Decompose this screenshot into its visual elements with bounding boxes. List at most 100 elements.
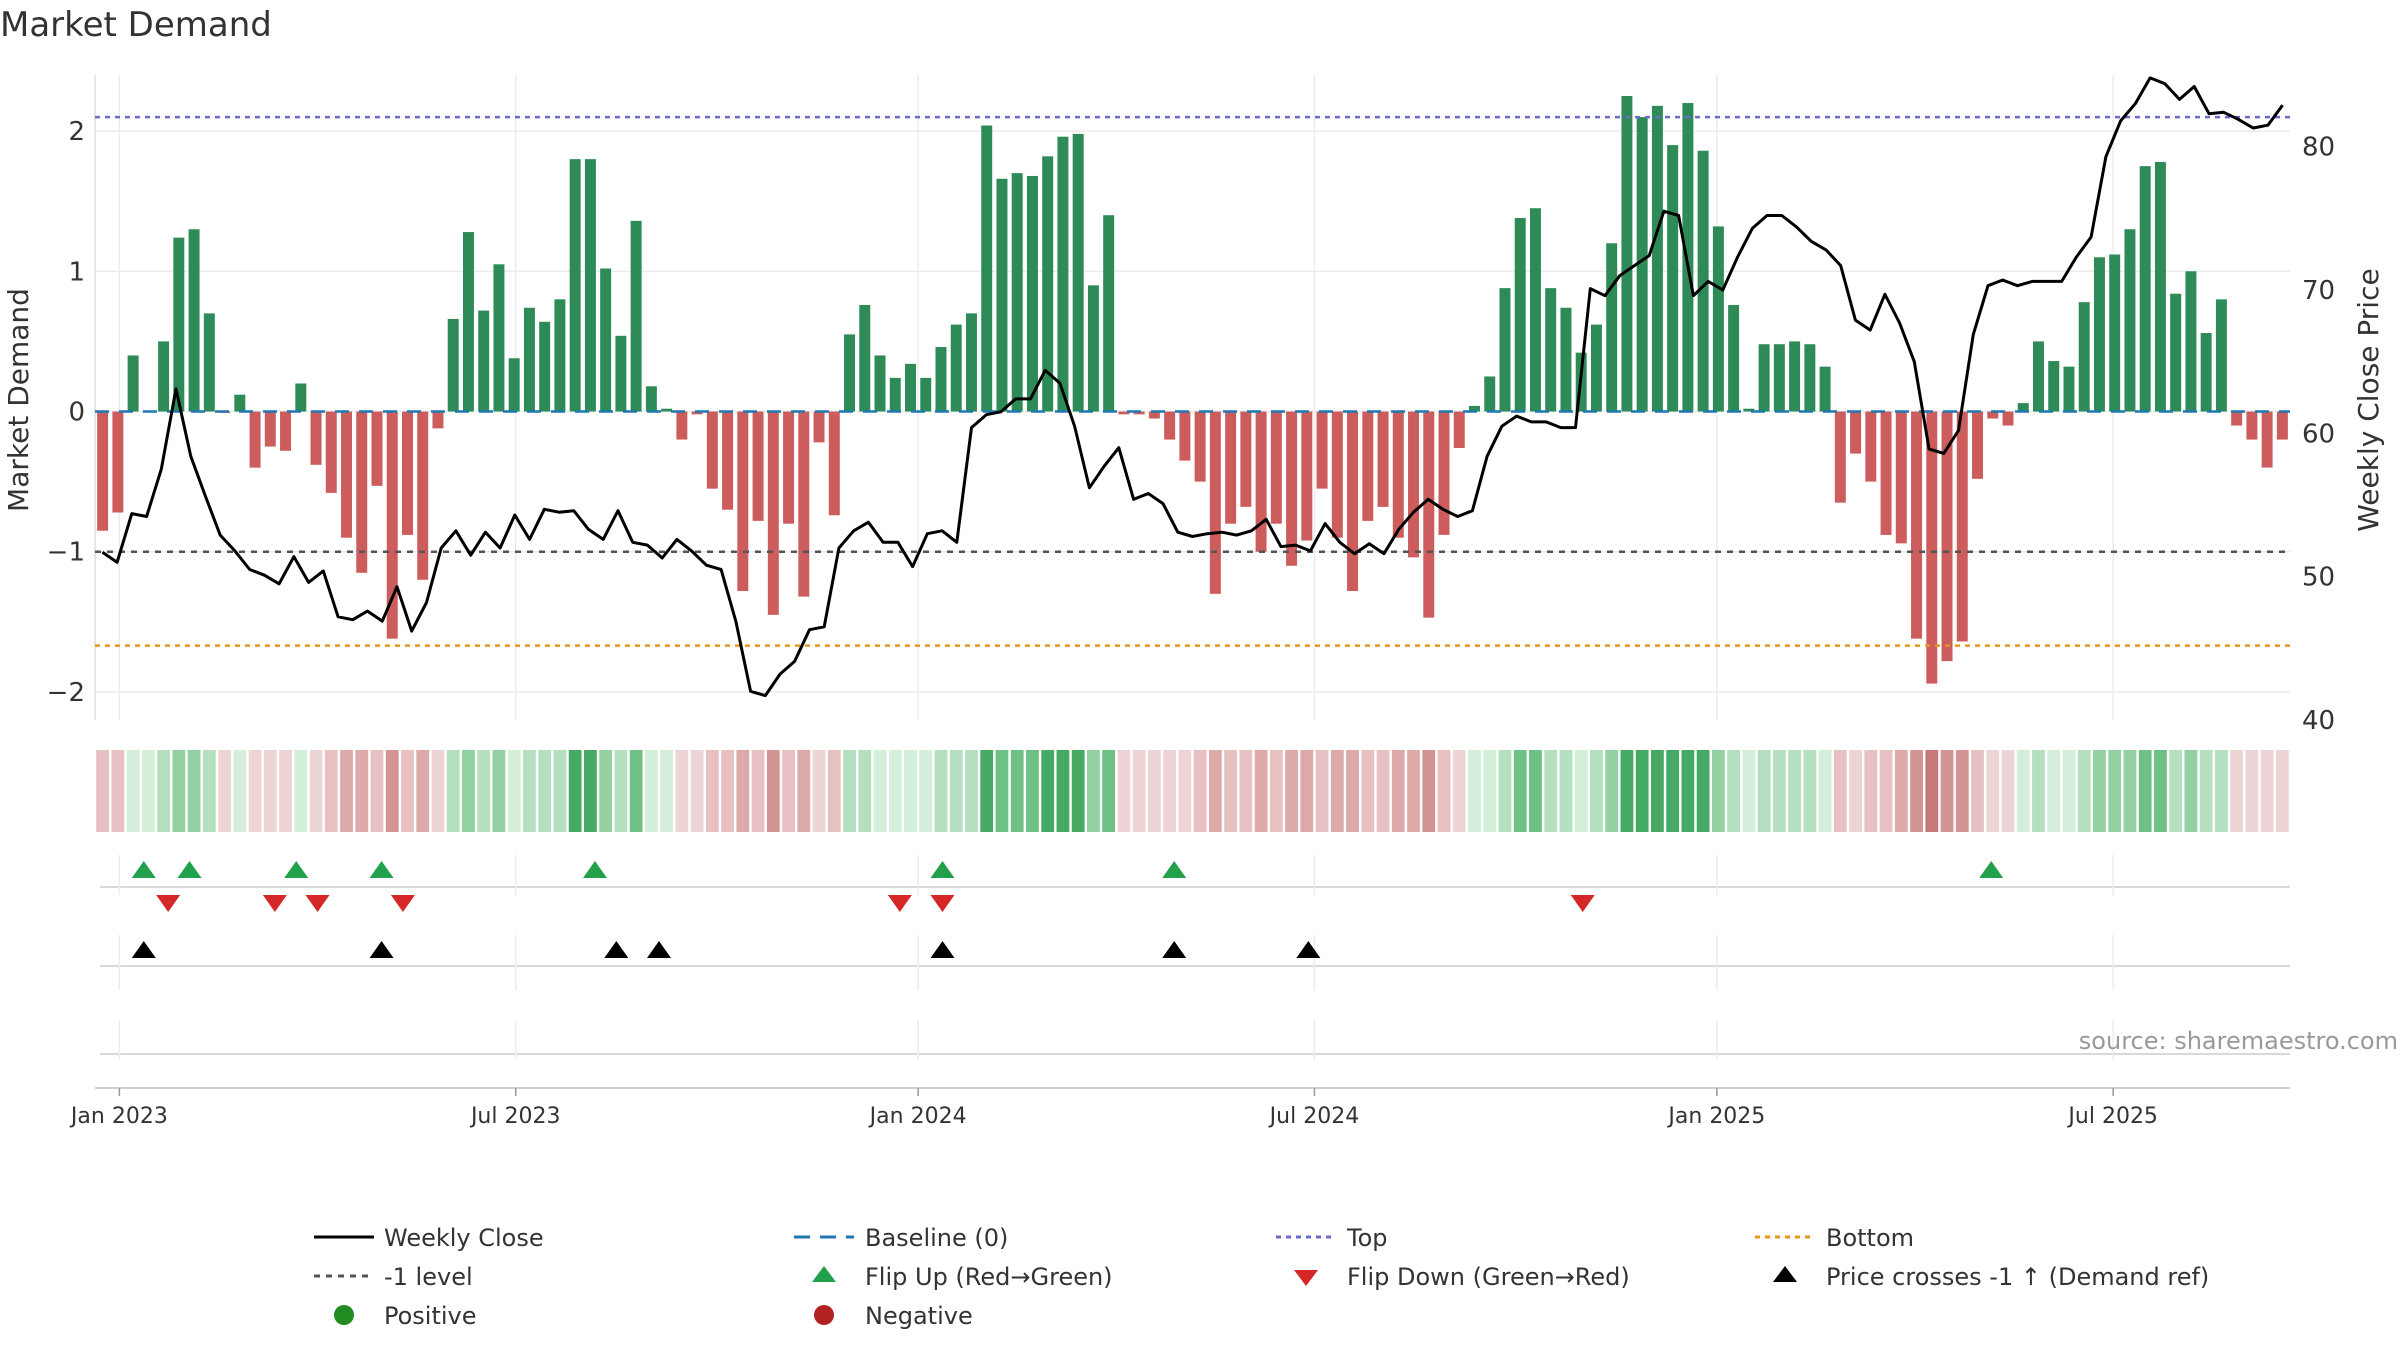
demand-bar xyxy=(1789,341,1801,412)
heat-cell xyxy=(1315,750,1329,832)
heat-cell xyxy=(370,750,384,832)
demand-bar xyxy=(2033,341,2044,412)
heat-cell xyxy=(751,750,765,832)
demand-bar xyxy=(1270,411,1282,524)
demand-bars xyxy=(97,96,2288,684)
heat-cell xyxy=(111,750,125,832)
demand-bar xyxy=(1362,411,1374,521)
heat-cell xyxy=(1407,750,1420,832)
heat-cell xyxy=(1087,750,1100,832)
demand-bar xyxy=(584,159,596,412)
demand-bar xyxy=(1103,215,1115,412)
demand-bar xyxy=(1179,411,1191,461)
y-tick-label: −2 xyxy=(47,678,85,708)
demand-bar xyxy=(295,383,307,412)
heat-cell xyxy=(1666,750,1680,832)
heat-cell xyxy=(568,750,582,832)
demand-bar xyxy=(1895,411,1907,544)
y-tick-label: 1 xyxy=(68,257,85,287)
demand-bar xyxy=(188,229,200,412)
heat-cell xyxy=(1452,750,1466,832)
heat-cell xyxy=(96,750,110,832)
demand-bar xyxy=(401,411,413,535)
heat-cell xyxy=(2108,750,2122,832)
demand-bar xyxy=(447,318,459,412)
heat-cell xyxy=(1590,750,1603,832)
heat-cell xyxy=(492,750,506,832)
demand-bar xyxy=(2109,254,2121,412)
demand-bar xyxy=(1286,411,1298,566)
heat-cell xyxy=(1803,750,1817,832)
y2-tick-label: 60 xyxy=(2302,419,2335,449)
demand-bar xyxy=(1148,411,1160,419)
heat-cell xyxy=(401,750,414,832)
heat-cell xyxy=(934,750,948,832)
demand-bar xyxy=(158,341,170,412)
demand-bar xyxy=(828,411,840,516)
heat-cell xyxy=(1620,750,1634,832)
heat-cell xyxy=(553,750,567,832)
demand-bar xyxy=(1423,411,1435,618)
demand-bar xyxy=(1453,411,1465,448)
heat-cell xyxy=(766,750,780,832)
heat-cell xyxy=(965,750,978,832)
price-cross-marker xyxy=(1162,941,1187,958)
heat-cell xyxy=(1330,750,1344,832)
demand-bar xyxy=(859,304,871,412)
heat-cell xyxy=(2154,750,2167,832)
demand-bar xyxy=(569,159,581,412)
demand-bar xyxy=(1636,117,1648,412)
demand-bar xyxy=(2139,166,2151,412)
heat-cell xyxy=(629,750,643,832)
demand-bar xyxy=(874,355,886,412)
demand-bar xyxy=(1377,411,1389,507)
legend-flip-up-swatch xyxy=(812,1266,836,1282)
x-tick-label: Jan 2023 xyxy=(69,1104,168,1129)
demand-bar xyxy=(1514,218,1526,412)
demand-bar xyxy=(1545,288,1557,412)
heat-cell xyxy=(980,750,994,832)
demand-bar xyxy=(1606,243,1618,412)
x-tick-label: Jan 2025 xyxy=(1666,1104,1765,1129)
demand-bar xyxy=(1697,150,1709,412)
heat-cell xyxy=(1376,750,1390,832)
demand-bar xyxy=(661,408,673,412)
heat-cell xyxy=(1711,750,1725,832)
heat-cell xyxy=(279,750,292,832)
demand-bar xyxy=(1057,136,1069,412)
demand-bar xyxy=(1956,411,1968,642)
heat-cell xyxy=(2245,750,2259,832)
flip-down-marker xyxy=(262,895,287,912)
heat-cell xyxy=(294,750,308,832)
heat-cell xyxy=(2016,750,2030,832)
demand-bar xyxy=(1682,103,1694,412)
y-tick-label: 2 xyxy=(68,117,85,147)
y2-tick-label: 40 xyxy=(2302,706,2335,736)
demand-bar xyxy=(752,411,764,521)
heat-cell xyxy=(1544,750,1558,832)
demand-bar xyxy=(1743,408,1755,412)
heat-cell xyxy=(416,750,430,832)
y-ticks: 2 1 0 −1 −2 xyxy=(47,117,85,708)
demand-bar xyxy=(1804,344,1816,412)
heat-cell xyxy=(1254,750,1268,832)
demand-bar xyxy=(2017,403,2029,412)
heat-cell xyxy=(873,750,887,832)
heat-cell xyxy=(782,750,795,832)
price-cross-marker xyxy=(646,941,671,958)
demand-bar xyxy=(1331,411,1343,538)
heat-cell xyxy=(1147,750,1161,832)
demand-bar xyxy=(127,355,139,412)
x-tick-label: Jul 2025 xyxy=(2066,1104,2158,1129)
demand-bar xyxy=(523,307,535,412)
heat-cell xyxy=(477,750,491,832)
demand-bar xyxy=(508,358,520,412)
demand-bar xyxy=(1392,411,1404,538)
demand-bar xyxy=(1240,411,1252,507)
heat-cell xyxy=(2169,750,2183,832)
demand-bar xyxy=(1011,173,1023,412)
heat-cell xyxy=(1742,750,1756,832)
event-markers xyxy=(95,855,2290,1089)
heat-cell xyxy=(2199,750,2213,832)
demand-bar xyxy=(432,411,444,429)
